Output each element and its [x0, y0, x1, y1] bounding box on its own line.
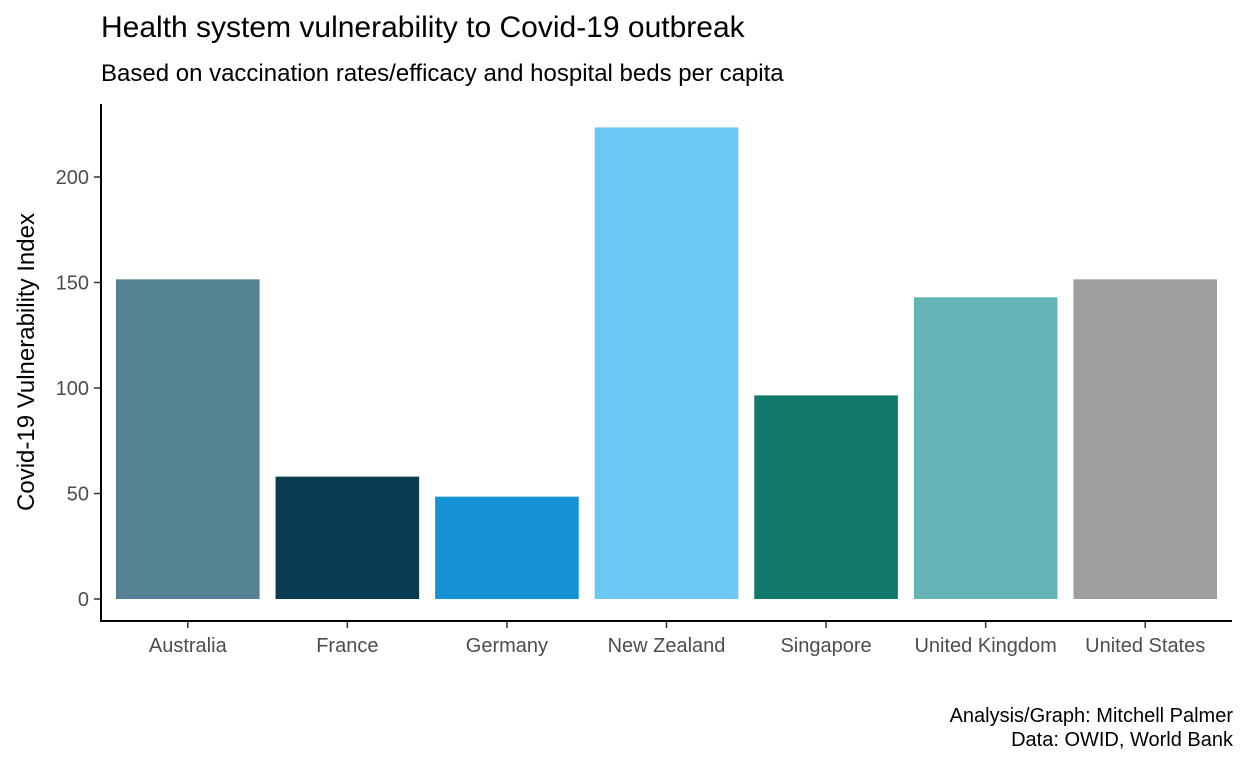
x-tick-label: United States: [1085, 635, 1205, 657]
bars-group: [115, 127, 1218, 600]
chart-title: Health system vulnerability to Covid-19 …: [101, 11, 745, 44]
chart-caption: Analysis/Graph: Mitchell Palmer Data: OW…: [950, 704, 1233, 752]
x-tick-label: United Kingdom: [914, 635, 1056, 657]
y-tick-label: 0: [78, 589, 89, 611]
x-tick-label: Singapore: [780, 635, 871, 657]
bar-australia: [115, 279, 260, 599]
y-tick-label: 100: [56, 378, 89, 400]
x-tick-label: France: [316, 635, 378, 657]
bar-france: [275, 476, 420, 599]
chart-subtitle: Based on vaccination rates/efficacy and …: [101, 60, 784, 87]
y-axis-ticks: 0 50 100 150 200: [56, 167, 100, 611]
y-tick-label: 200: [56, 167, 89, 189]
bar-germany: [435, 496, 579, 599]
bar-united-kingdom: [913, 297, 1058, 599]
caption-data-source: Data: OWID, World Bank: [1011, 729, 1233, 751]
x-tick-label: New Zealand: [608, 635, 726, 657]
bar-singapore: [754, 395, 898, 599]
bar-united-states: [1073, 279, 1218, 599]
caption-analysis: Analysis/Graph: Mitchell Palmer: [949, 705, 1233, 727]
x-axis-ticks: Australia France Germany New Zealand Singapo…: [149, 622, 1205, 657]
bar-new-zealand: [594, 127, 739, 600]
x-tick-label: Germany: [466, 635, 548, 657]
y-tick-label: 50: [67, 484, 89, 506]
y-tick-label: 150: [56, 273, 89, 295]
x-tick-label: Australia: [149, 635, 228, 657]
